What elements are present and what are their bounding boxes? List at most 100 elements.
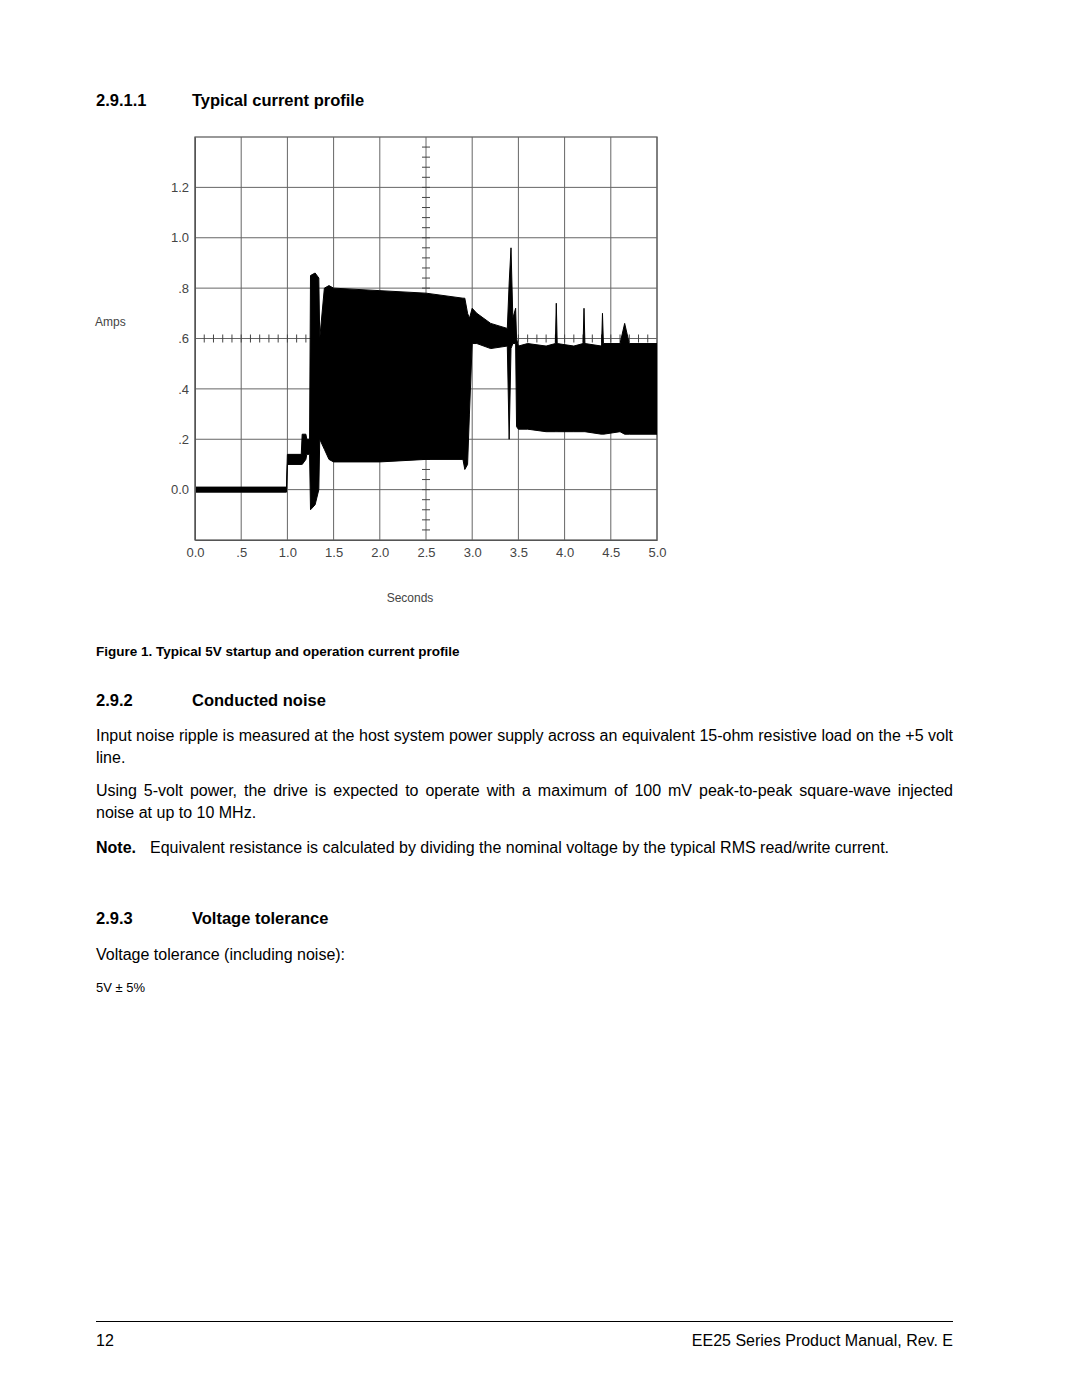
graticule-tick: [422, 267, 430, 268]
tick: 0.0: [186, 540, 204, 560]
tick: 4.5: [602, 540, 620, 560]
y-axis: 0.0 .2 .4 .6 .8 1.0 1.2: [171, 138, 196, 541]
graticule-tick: [259, 335, 260, 343]
grid-line: [195, 137, 196, 540]
section-title: Typical current profile: [192, 91, 364, 110]
graticule-tick: [592, 335, 593, 343]
graticule-tick: [222, 335, 223, 343]
graticule-tick: [422, 177, 430, 178]
section-number: 2.9.3: [96, 909, 133, 928]
graticule-tick: [422, 187, 430, 188]
graticule-tick: [422, 519, 430, 520]
tick: 3.5: [510, 540, 528, 560]
graticule-tick: [546, 335, 547, 343]
graticule-tick: [422, 529, 430, 530]
tick-label: .8: [178, 281, 189, 296]
graticule-tick: [422, 247, 430, 248]
paragraph: Voltage tolerance (including noise):: [96, 944, 953, 966]
tick: 2.5: [417, 540, 435, 560]
tick: 1.0: [279, 540, 297, 560]
axis-line: [195, 138, 196, 541]
marks: [195, 248, 657, 510]
graticule-tick: [296, 335, 297, 343]
tick-label: 1.2: [171, 180, 189, 195]
graticule-tick: [241, 335, 242, 343]
tick-label: 2.5: [417, 545, 435, 560]
tick-label: 1.0: [279, 545, 297, 560]
footer-text: EE25 Series Product Manual, Rev. E: [553, 1332, 953, 1350]
graticule-tick: [610, 335, 611, 343]
section-number: 2.9.1.1: [96, 91, 146, 110]
section-title: Voltage tolerance: [192, 909, 328, 928]
section-number: 2.9.2: [96, 691, 133, 710]
plot-frame: [195, 137, 657, 540]
tick-label: 4.0: [556, 545, 574, 560]
tick-label: 0.0: [171, 482, 189, 497]
graticule-tick: [278, 335, 279, 343]
tick-label: .5: [236, 545, 247, 560]
tick: 0.0: [171, 482, 195, 497]
tick-label: 0.0: [186, 545, 204, 560]
graticule-tick: [422, 237, 430, 238]
grid: [195, 137, 657, 540]
graticule-tick: [422, 147, 430, 148]
graticule-tick: [422, 509, 430, 510]
tick: .5: [236, 540, 247, 560]
grid-line: [195, 187, 657, 188]
graticule-tick: [422, 227, 430, 228]
chart: 0.0 .2 .4 .6 .8 1.0 1.2 0.0 .5 1.0 1.5 2.0 2.5 3.0 3.5…: [0, 0, 1080, 620]
graticule-tick: [422, 217, 430, 218]
graticule-tick: [422, 257, 430, 258]
graticule-tick: [518, 335, 519, 343]
tick: 1.5: [325, 540, 343, 560]
tick: .6: [178, 331, 195, 346]
x-axis: 0.0 .5 1.0 1.5 2.0 2.5 3.0 3.5 4.0 4.5 5.0: [186, 540, 666, 560]
graticule-tick: [422, 288, 430, 289]
graticule-tick: [287, 335, 288, 343]
page-number: 12: [96, 1332, 114, 1350]
graticule-tick: [422, 499, 430, 500]
graticule-tick: [638, 335, 639, 343]
graticule-tick: [422, 197, 430, 198]
tick: 3.0: [464, 540, 482, 560]
tick-label: 1.0: [171, 230, 189, 245]
grid-line: [195, 237, 657, 238]
graticule-tick: [231, 335, 232, 343]
grid-line: [564, 137, 565, 540]
tick-label: 2.0: [371, 545, 389, 560]
tick-label: .4: [178, 382, 189, 397]
tick: .4: [178, 382, 195, 397]
graticule-tick: [422, 207, 430, 208]
tick-label: .2: [178, 432, 189, 447]
note-label: Note.: [96, 837, 136, 859]
graticule-tick: [422, 469, 430, 470]
graticule-tick: [536, 335, 537, 343]
current-envelope: [195, 248, 657, 510]
tick-label: 3.0: [464, 545, 482, 560]
tick-label: 4.5: [602, 545, 620, 560]
footer-rule: [96, 1321, 953, 1322]
figure-caption: Figure 1. Typical 5V startup and operati…: [96, 644, 460, 659]
tick: 2.0: [371, 540, 389, 560]
graticule-tick: [422, 479, 430, 480]
tick-label: .6: [178, 331, 189, 346]
paragraph: Input noise ripple is measured at the ho…: [96, 725, 953, 769]
section-title: Conducted noise: [192, 691, 326, 710]
graticule-tick: [268, 335, 269, 343]
graticule-tick: [204, 335, 205, 343]
grid-line: [610, 137, 611, 540]
tick-label: 1.5: [325, 545, 343, 560]
grid-line: [241, 137, 242, 540]
graticule-tick: [213, 335, 214, 343]
grid-line: [195, 288, 657, 289]
graticule-tick: [305, 335, 306, 343]
graticule-tick: [422, 489, 430, 490]
tick-label: 5.0: [648, 545, 666, 560]
tick: .2: [178, 432, 195, 447]
tick: 1.2: [171, 180, 195, 195]
tick: .8: [178, 281, 195, 296]
tick: 1.0: [171, 230, 195, 245]
tick: 5.0: [648, 540, 666, 560]
y-axis-title: Amps: [95, 315, 126, 329]
graticule-tick: [422, 167, 430, 168]
